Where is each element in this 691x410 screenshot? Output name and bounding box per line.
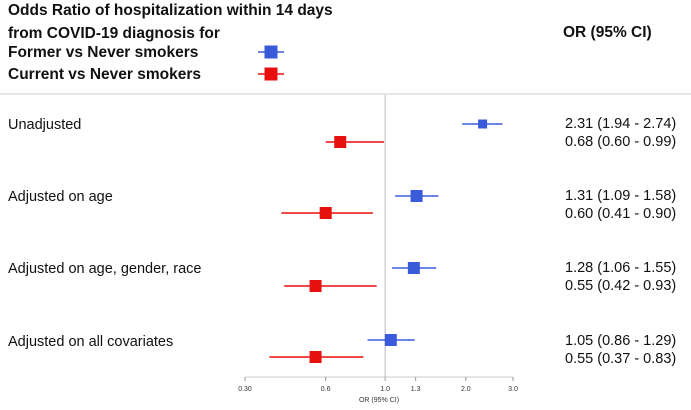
- legend-current: Current vs Never smokers: [8, 66, 201, 84]
- current-point-marker-0: [334, 136, 347, 148]
- legend-current-label: Current vs Never smokers: [8, 66, 201, 83]
- ci-text-all-covariates-former: 1.05 (0.86 - 1.29): [565, 333, 677, 349]
- row-label-unadjusted: Unadjusted: [8, 117, 82, 133]
- legend-former: Former vs Never smokers: [8, 44, 198, 62]
- former-point-marker-1: [410, 190, 423, 202]
- x-axis-label: OR (95% CI): [359, 397, 399, 404]
- x-tick-label-3: 1.3: [411, 386, 421, 393]
- ci-text-age-current: 0.60 (0.41 - 0.90): [565, 206, 677, 222]
- x-tick-label-1: 0.6: [321, 386, 331, 393]
- current-point-marker-2: [309, 280, 322, 292]
- chart-title-line-2: from COVID-19 diagnosis for: [8, 25, 220, 42]
- chart-title-line-1: Odds Ratio of hospitalization within 14 …: [8, 2, 333, 19]
- ci-text-all-covariates-current: 0.55 (0.37 - 0.83): [565, 351, 677, 367]
- x-tick-label-2: 1.0: [380, 386, 390, 393]
- ci-text-age-former: 1.31 (1.09 - 1.58): [565, 188, 677, 204]
- row-label-age-gender-race: Adjusted on age, gender, race: [8, 261, 202, 277]
- ci-text-age-gender-race-current: 0.55 (0.42 - 0.93): [565, 278, 677, 294]
- x-tick-label-5: 3.0: [508, 386, 518, 393]
- or-column-header: OR (95% CI): [563, 24, 652, 41]
- x-tick-label-0: 0.30: [238, 386, 252, 393]
- current-point-marker-1: [319, 207, 332, 219]
- row-label-all-covariates: Adjusted on all covariates: [8, 334, 174, 350]
- former-point-marker-2: [407, 262, 420, 274]
- current-point-marker-3: [309, 351, 322, 363]
- ci-text-age-gender-race-former: 1.28 (1.06 - 1.55): [565, 260, 677, 276]
- legend-current-marker: [264, 67, 278, 81]
- legend-former-marker: [264, 45, 278, 59]
- former-point-marker-3: [384, 334, 397, 346]
- former-point-marker-0: [478, 119, 488, 129]
- row-label-age: Adjusted on age: [8, 189, 113, 205]
- legend-former-label: Former vs Never smokers: [8, 44, 199, 61]
- x-tick-label-4: 2.0: [461, 386, 471, 393]
- ci-text-unadjusted-former: 2.31 (1.94 - 2.74): [565, 116, 677, 132]
- ci-text-unadjusted-current: 0.68 (0.60 - 0.99): [565, 134, 677, 150]
